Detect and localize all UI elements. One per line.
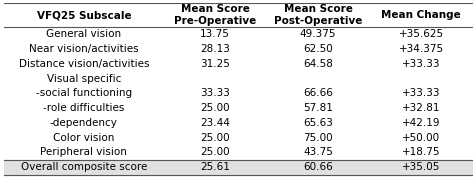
Text: 75.00: 75.00 <box>303 133 333 143</box>
Text: 28.13: 28.13 <box>200 44 230 54</box>
Text: 62.50: 62.50 <box>303 44 333 54</box>
Text: 65.63: 65.63 <box>303 118 333 128</box>
Bar <box>4 71 473 86</box>
Text: Visual specific: Visual specific <box>46 73 121 83</box>
Text: Overall composite score: Overall composite score <box>21 162 147 172</box>
Text: -role difficulties: -role difficulties <box>43 103 125 113</box>
Text: 13.75: 13.75 <box>200 29 230 39</box>
Text: 66.66: 66.66 <box>303 88 333 98</box>
Text: +50.00: +50.00 <box>402 133 440 143</box>
Text: General vision: General vision <box>46 29 121 39</box>
Bar <box>4 145 473 160</box>
Bar <box>4 130 473 145</box>
Text: +18.75: +18.75 <box>402 147 440 157</box>
Text: 49.375: 49.375 <box>300 29 336 39</box>
Text: 64.58: 64.58 <box>303 59 333 69</box>
Text: +35.625: +35.625 <box>399 29 444 39</box>
Text: +42.19: +42.19 <box>402 118 440 128</box>
Text: 31.25: 31.25 <box>200 59 230 69</box>
Text: Mean Score
Post-Operative: Mean Score Post-Operative <box>274 4 362 26</box>
Bar <box>4 101 473 115</box>
Text: Peripheral vision: Peripheral vision <box>40 147 127 157</box>
Text: 33.33: 33.33 <box>200 88 230 98</box>
Text: Color vision: Color vision <box>53 133 115 143</box>
Text: 23.44: 23.44 <box>200 118 230 128</box>
Text: 25.00: 25.00 <box>200 133 230 143</box>
Bar <box>4 56 473 71</box>
Bar <box>4 160 473 175</box>
Text: 43.75: 43.75 <box>303 147 333 157</box>
Text: +34.375: +34.375 <box>399 44 444 54</box>
Bar <box>4 115 473 130</box>
Text: +35.05: +35.05 <box>402 162 440 172</box>
Text: Near vision/activities: Near vision/activities <box>29 44 138 54</box>
Bar <box>4 86 473 101</box>
Text: 60.66: 60.66 <box>303 162 333 172</box>
Text: 25.00: 25.00 <box>200 147 230 157</box>
Text: Mean Change: Mean Change <box>381 10 461 20</box>
Text: +33.33: +33.33 <box>402 88 440 98</box>
Text: 25.00: 25.00 <box>200 103 230 113</box>
Text: VFQ25 Subscale: VFQ25 Subscale <box>36 10 131 20</box>
Text: 25.61: 25.61 <box>200 162 230 172</box>
Text: Distance vision/activities: Distance vision/activities <box>18 59 149 69</box>
Text: -social functioning: -social functioning <box>36 88 132 98</box>
Text: -dependency: -dependency <box>50 118 118 128</box>
Bar <box>4 42 473 56</box>
Text: Mean Score
Pre-Operative: Mean Score Pre-Operative <box>174 4 256 26</box>
Text: +33.33: +33.33 <box>402 59 440 69</box>
Bar <box>4 27 473 42</box>
Text: 57.81: 57.81 <box>303 103 333 113</box>
Text: +32.81: +32.81 <box>402 103 440 113</box>
Bar <box>4 3 473 27</box>
